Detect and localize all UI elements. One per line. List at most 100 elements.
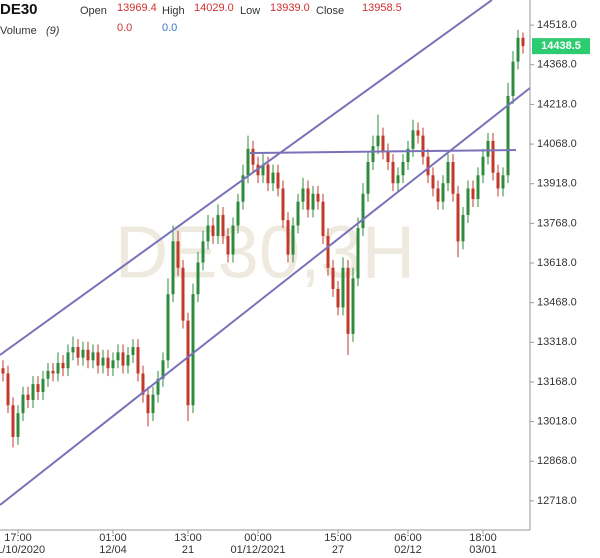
candle-body — [201, 241, 205, 263]
last-price-tag — [532, 38, 590, 55]
candle-body — [241, 175, 245, 202]
x-tick-label: 03/01 — [469, 544, 497, 556]
candle-body — [491, 140, 495, 173]
x-tick-label: 15:00 — [324, 532, 352, 544]
x-tick-label: 13:00 — [174, 532, 202, 544]
candle-body — [36, 384, 40, 393]
y-tick-label: 14068.0 — [537, 138, 577, 150]
candle-body — [396, 175, 400, 184]
candle-body — [391, 162, 395, 184]
candle-body — [311, 193, 315, 210]
last-price-label: 14438.5 — [541, 40, 581, 52]
candle-body — [171, 241, 175, 295]
candle-body — [416, 130, 420, 136]
candle-body — [106, 357, 110, 369]
candle-body — [476, 175, 480, 200]
candle-body — [196, 262, 200, 295]
candle-body — [496, 172, 500, 189]
candle-body — [521, 37, 525, 47]
x-tick-label: 12/04 — [99, 544, 127, 556]
candle-body — [46, 370, 50, 379]
candle-body — [331, 267, 335, 289]
candle-body — [456, 193, 460, 242]
candle-body — [371, 146, 375, 163]
candle-body — [281, 188, 285, 221]
value: 13939.0 — [270, 2, 310, 14]
candle-body — [66, 352, 70, 369]
candle-body — [466, 188, 470, 215]
candle-body — [61, 362, 65, 369]
label: High — [162, 5, 185, 17]
y-tick-label: 13468.0 — [537, 297, 577, 309]
candle-body — [321, 201, 325, 237]
candle-body — [451, 162, 455, 194]
trend-line — [0, 87, 531, 506]
candle-body — [376, 135, 380, 147]
label: Low — [240, 5, 260, 17]
volume-value: 0.0 — [162, 22, 177, 34]
x-tick-label: 01:00 — [99, 532, 127, 544]
candle-body — [81, 349, 85, 358]
candle-body — [401, 162, 405, 176]
candle-body — [71, 347, 75, 353]
candle-body — [226, 236, 230, 255]
candle-body — [41, 378, 45, 393]
candle-body — [486, 140, 490, 157]
x-tick-label: 11/10/2020 — [0, 544, 45, 556]
candle-body — [76, 347, 80, 358]
candle-body — [516, 37, 520, 62]
candle-body — [211, 225, 215, 237]
candle-body — [361, 193, 365, 229]
candle-body — [181, 267, 185, 321]
candle-body — [161, 360, 165, 379]
candle-body — [421, 135, 425, 157]
volume-label: Volume — [0, 25, 37, 37]
candle-body — [156, 378, 160, 395]
candle-body — [16, 413, 20, 437]
candle-body — [356, 228, 360, 279]
candle-body — [206, 225, 210, 242]
candle-body — [481, 156, 485, 176]
y-tick-label: 13018.0 — [537, 416, 577, 428]
candle-body — [141, 373, 145, 395]
value: 13969.4 — [117, 2, 157, 14]
candle-body — [431, 175, 435, 189]
candle-body — [266, 164, 270, 184]
candle-body — [506, 95, 510, 176]
candle-body — [131, 347, 135, 356]
candle-body — [286, 220, 290, 255]
candle-body — [1, 368, 5, 374]
y-tick-label: 13168.0 — [537, 376, 577, 388]
candle-body — [101, 357, 105, 366]
y-tick-label: 14368.0 — [537, 59, 577, 71]
candle-body — [261, 164, 265, 176]
candle-body — [31, 384, 35, 400]
candle-body — [471, 188, 475, 200]
candle-body — [221, 214, 225, 237]
x-tick-label: 01/12/2021 — [230, 544, 285, 556]
candle-body — [6, 373, 10, 406]
x-tick-label: 27 — [332, 544, 344, 556]
candle-body — [246, 148, 250, 176]
candle-body — [186, 320, 190, 406]
candles — [1, 29, 525, 448]
candle-body — [326, 236, 330, 268]
candle-body — [296, 201, 300, 226]
candle-body — [336, 288, 340, 308]
candle-body — [461, 214, 465, 242]
y-tick-label: 13318.0 — [537, 336, 577, 348]
candle-body — [236, 201, 240, 226]
candle-body — [316, 193, 320, 202]
x-tick-label: 17:00 — [4, 532, 32, 544]
candle-body — [441, 183, 445, 202]
candle-body — [426, 156, 430, 176]
candle-body — [96, 352, 100, 366]
candle-body — [151, 394, 155, 414]
y-tick-label: 13618.0 — [537, 257, 577, 269]
candle-body — [116, 352, 120, 361]
label: Open — [80, 5, 107, 17]
candle-body — [351, 278, 355, 334]
symbol: DE30 — [0, 1, 38, 18]
trend-line — [0, 0, 493, 356]
